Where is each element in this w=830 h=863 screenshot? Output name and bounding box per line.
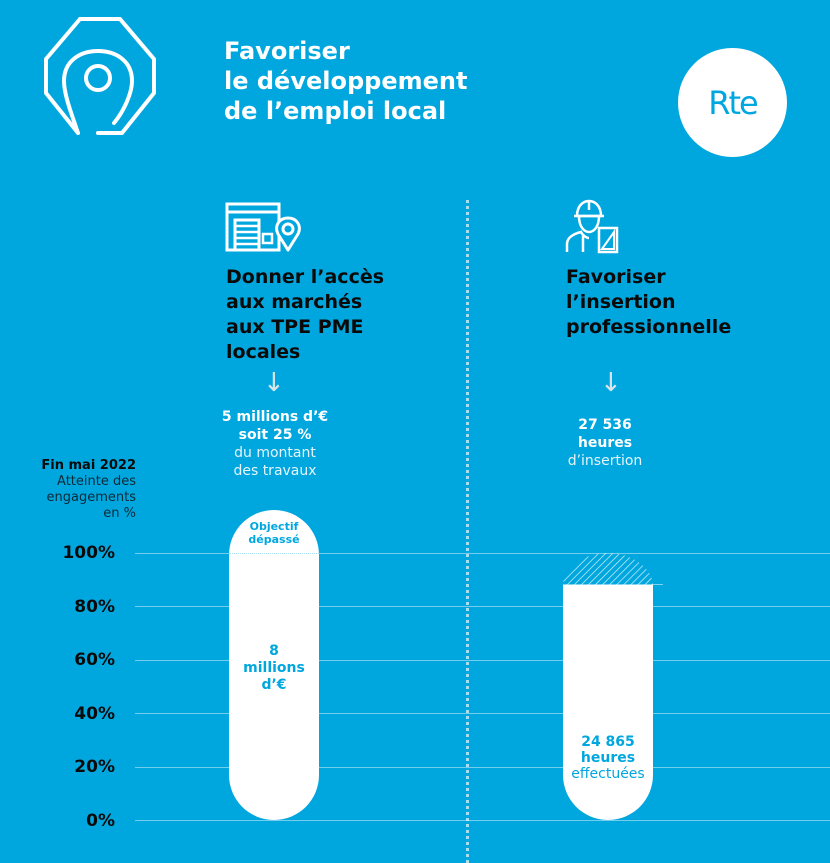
gridline-80 [135, 606, 830, 607]
rte-logo: Rte [678, 48, 787, 157]
gridline-40 [135, 713, 830, 714]
target-stat: 27 536 heures d’insertion [567, 417, 643, 469]
page-title: Favoriser le développement de l’emploi l… [224, 37, 468, 125]
axis-header: Fin mai 2022 Atteinte des engagements en… [41, 458, 136, 521]
target-stat: 5 millions d’€ soit 25 % du montant des … [221, 409, 329, 479]
section-icon [225, 202, 305, 258]
gridline-20 [135, 767, 830, 768]
bar-top-label: Objectif dépassé [248, 520, 300, 546]
construction-worker-icon [565, 199, 619, 254]
bar-value-label: 8 millions d’€ [243, 643, 305, 693]
map-pin-octagon-icon [44, 17, 156, 135]
y-tick: 60% [74, 650, 115, 670]
y-tick: 80% [74, 597, 115, 617]
bar-marches [229, 510, 319, 820]
column-divider [466, 200, 469, 863]
y-tick: 20% [74, 757, 115, 777]
gridline-60 [135, 660, 830, 661]
y-tick: 0% [86, 811, 115, 831]
target-hatch [563, 553, 663, 585]
section-title: Donner l’accès aux marchés aux TPE PME l… [226, 266, 385, 363]
down-arrow-icon: ↓ [600, 368, 622, 398]
header-icon [42, 15, 158, 137]
gridline-0 [135, 820, 830, 821]
y-tick: 40% [74, 704, 115, 724]
down-arrow-icon: ↓ [263, 368, 285, 398]
bar-insertion [563, 585, 653, 820]
y-tick: 100% [62, 543, 115, 563]
section-icon [565, 198, 621, 258]
gridline-100 [135, 553, 830, 554]
section-title: Favoriser l’insertion professionnelle [566, 266, 732, 338]
bar-100-marker [229, 553, 319, 554]
storefront-location-icon [225, 202, 301, 252]
bar-value-label: 24 865 heures effectuées [571, 734, 645, 782]
